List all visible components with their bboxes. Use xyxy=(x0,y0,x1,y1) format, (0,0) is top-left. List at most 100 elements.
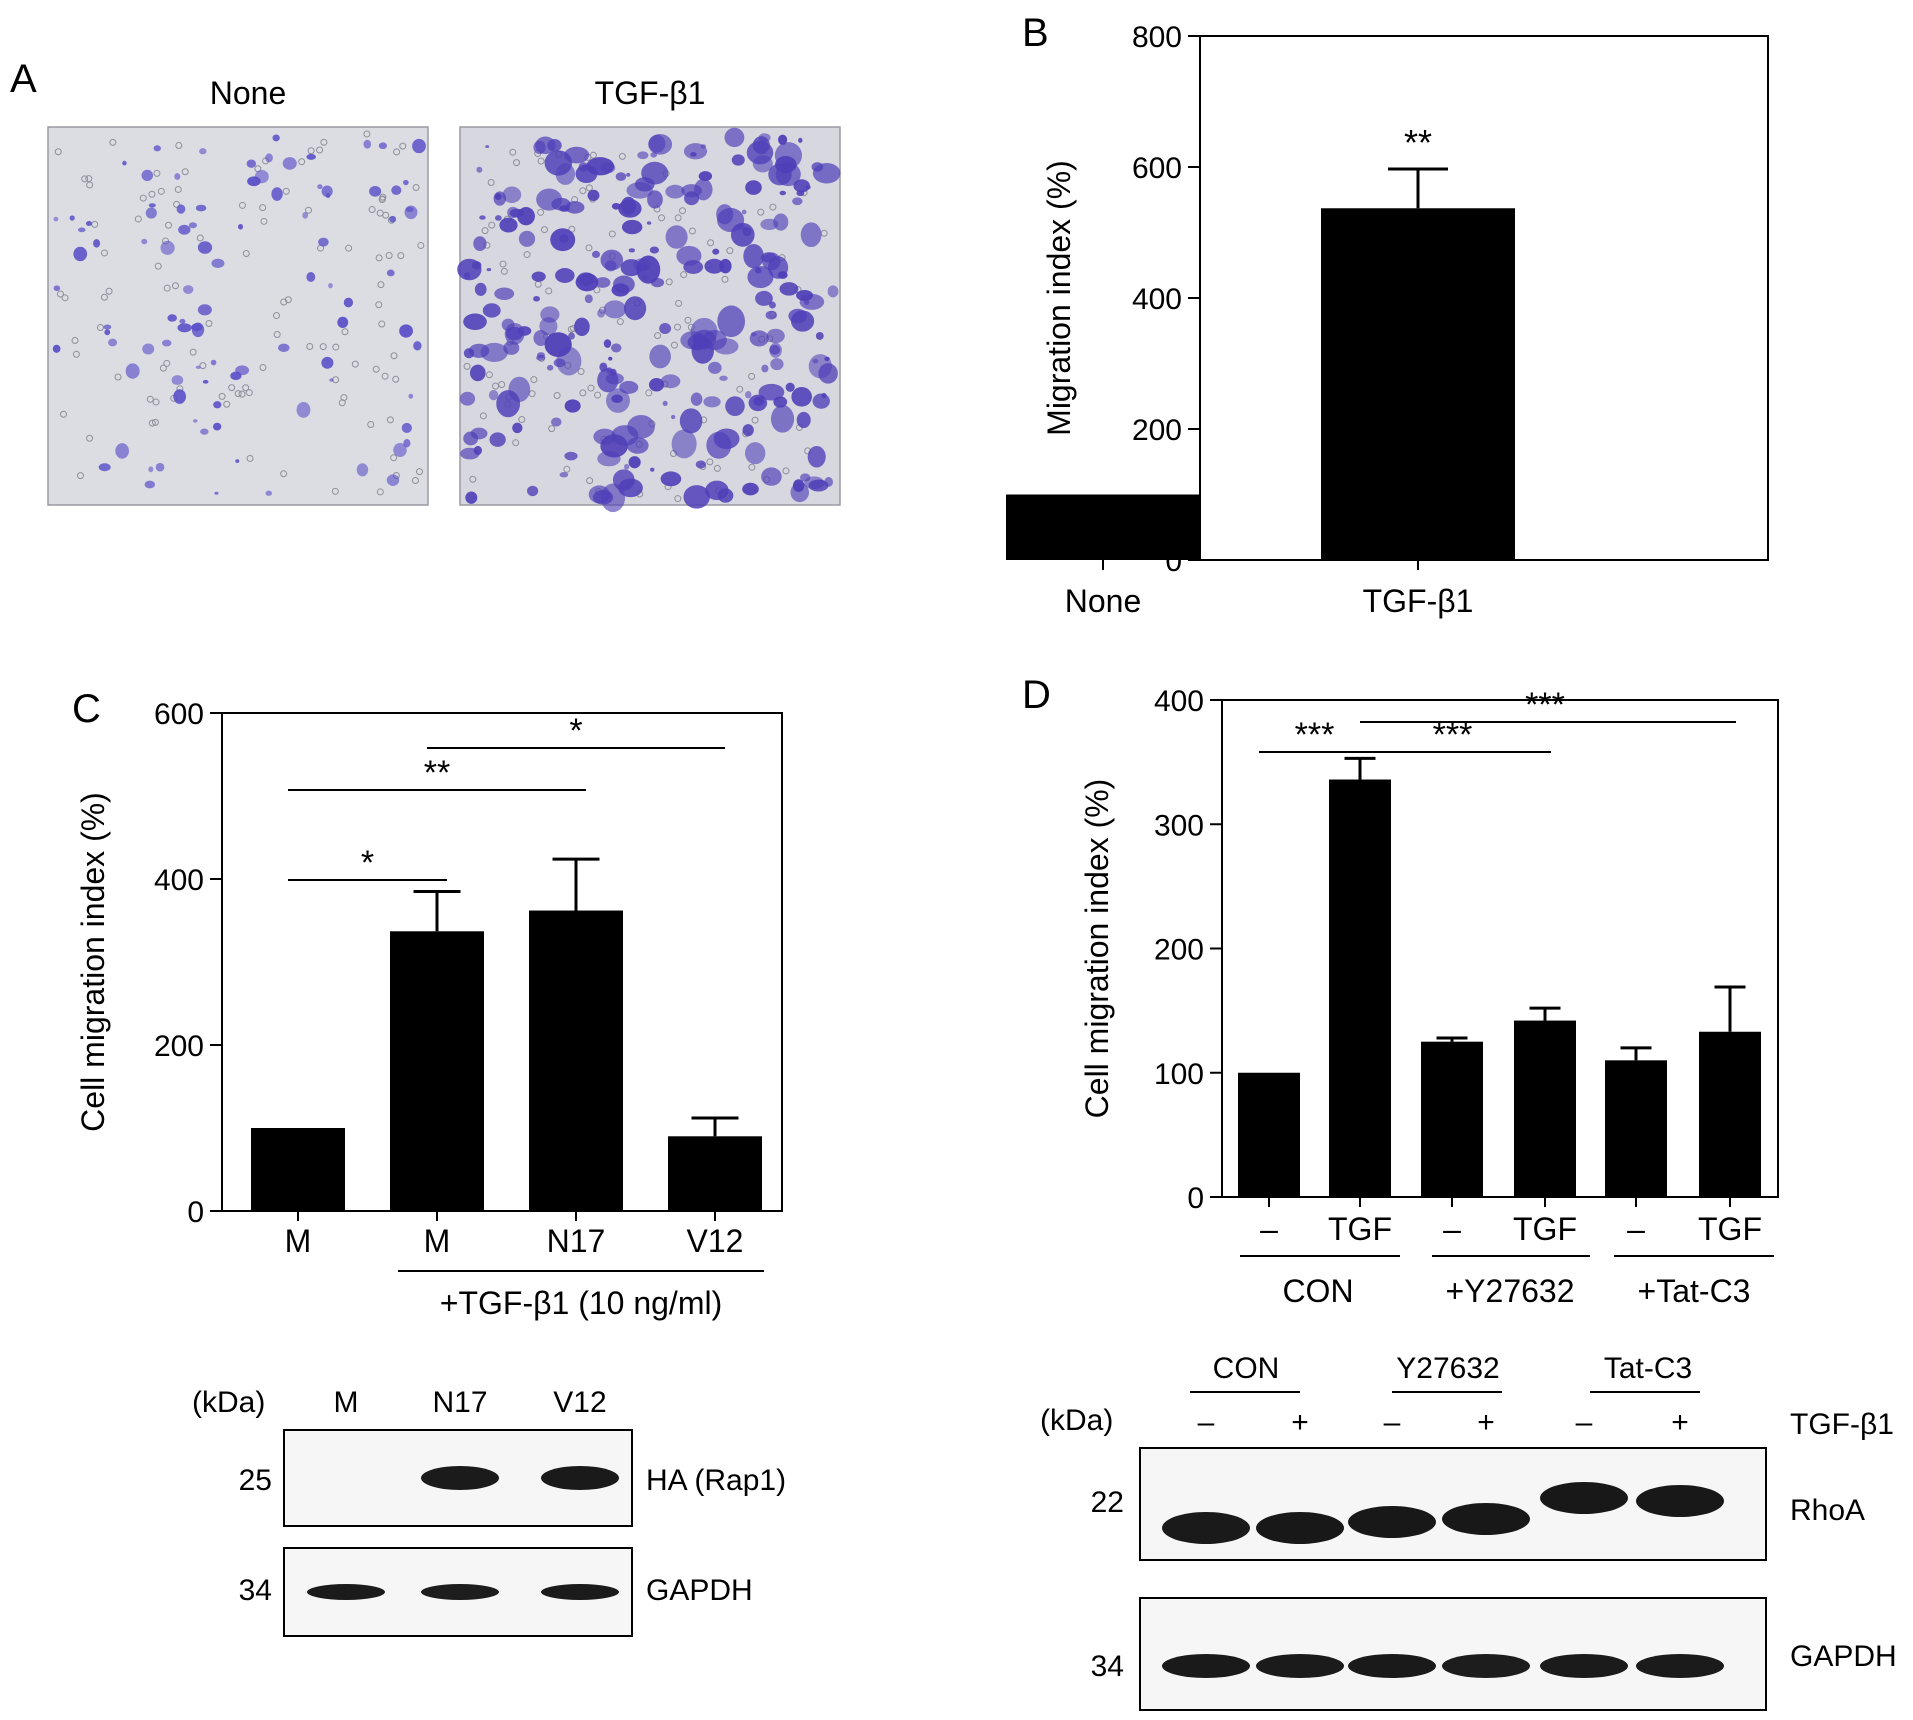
blot-d-lane-sign: – xyxy=(1384,1406,1401,1439)
pore xyxy=(579,389,587,397)
stained-cell xyxy=(824,476,833,487)
stained-cell xyxy=(792,479,805,493)
pore xyxy=(96,323,104,331)
stained-cell xyxy=(325,192,331,199)
stained-cell xyxy=(546,364,554,371)
pore xyxy=(56,290,64,298)
stained-cell xyxy=(536,188,563,211)
pore xyxy=(134,215,142,223)
stained-cell xyxy=(494,287,515,301)
panel-letter-a: A xyxy=(10,57,37,101)
comparison-label: ** xyxy=(424,754,450,792)
stained-cell xyxy=(670,414,676,420)
stained-cell xyxy=(199,148,207,155)
category-label: M xyxy=(424,1223,451,1259)
pore xyxy=(675,299,683,307)
pore xyxy=(305,206,313,214)
stained-cell xyxy=(544,150,573,176)
stained-cell xyxy=(724,127,745,148)
stained-cell xyxy=(745,180,762,195)
stained-cell xyxy=(188,222,197,229)
stained-cell xyxy=(533,295,540,302)
pore xyxy=(500,267,508,275)
stained-cell xyxy=(197,241,213,254)
stained-cell xyxy=(479,215,486,220)
pore xyxy=(351,360,359,368)
y-tick-label: 200 xyxy=(154,1030,204,1063)
blot-c-lane-1: M xyxy=(334,1386,359,1419)
stained-cell xyxy=(650,277,665,288)
stained-cell xyxy=(167,314,177,322)
stained-cell xyxy=(624,296,647,321)
stained-cell xyxy=(824,356,830,362)
stained-cell xyxy=(465,491,478,504)
stained-cell xyxy=(193,419,198,423)
pore xyxy=(85,175,93,183)
blot-d-label-gapdh: GAPDH xyxy=(1790,1640,1897,1673)
micrograph-label-tgf: TGF-β1 xyxy=(595,75,706,111)
stained-cell xyxy=(695,460,706,469)
stained-cell xyxy=(488,389,499,401)
bar xyxy=(1006,494,1200,560)
pore xyxy=(72,350,80,358)
stained-cell xyxy=(660,374,681,389)
stained-cell xyxy=(791,386,813,407)
stained-cell xyxy=(681,184,702,198)
bar xyxy=(1605,1060,1667,1197)
stained-cell xyxy=(214,491,219,495)
pore xyxy=(390,454,398,462)
category-label: TGF xyxy=(1698,1211,1762,1247)
pore xyxy=(707,239,715,247)
stained-cell xyxy=(459,391,476,406)
blot-band xyxy=(1636,1485,1724,1517)
blot-c-label-gapdh: GAPDH xyxy=(646,1574,753,1607)
pore xyxy=(284,296,292,304)
pore xyxy=(485,371,493,379)
pore xyxy=(153,169,161,177)
stained-cell xyxy=(731,154,745,166)
stained-cell xyxy=(564,399,581,413)
panel-letter-c: C xyxy=(72,687,101,731)
stained-cell xyxy=(399,324,413,338)
stained-cell xyxy=(555,268,575,283)
stained-cell xyxy=(505,326,524,341)
y-tick-label: 0 xyxy=(1187,1182,1204,1215)
pore xyxy=(114,373,122,381)
pore xyxy=(105,287,113,295)
stained-cell xyxy=(386,474,400,486)
stained-cell xyxy=(603,300,627,319)
panel-letter-b: B xyxy=(1022,11,1049,55)
stained-cell xyxy=(779,190,787,196)
stained-cell xyxy=(401,422,412,434)
stained-cell xyxy=(647,190,663,209)
pore xyxy=(658,214,666,222)
stained-cell xyxy=(753,396,765,406)
pore xyxy=(86,434,94,442)
pore xyxy=(238,390,246,398)
pore xyxy=(679,207,687,215)
stained-cell xyxy=(700,144,707,149)
pore xyxy=(181,168,189,176)
stained-cell xyxy=(648,134,666,153)
stained-cell xyxy=(796,411,811,429)
pore xyxy=(487,178,495,186)
pore xyxy=(175,141,183,149)
pore xyxy=(748,463,756,471)
stained-cell xyxy=(211,258,225,269)
blot-band xyxy=(1540,1482,1628,1514)
stained-cell xyxy=(599,362,608,372)
pore xyxy=(674,323,682,331)
stained-cell xyxy=(551,417,562,427)
pore xyxy=(393,148,401,156)
stained-cell xyxy=(246,159,257,168)
category-label: None xyxy=(1065,583,1142,619)
pore xyxy=(148,419,156,427)
stained-cell xyxy=(612,469,635,491)
stained-cell xyxy=(197,304,212,316)
blot-band xyxy=(1256,1654,1344,1678)
pore xyxy=(378,195,386,203)
pore xyxy=(246,454,254,462)
stained-cell xyxy=(265,490,273,496)
pore xyxy=(399,142,407,150)
